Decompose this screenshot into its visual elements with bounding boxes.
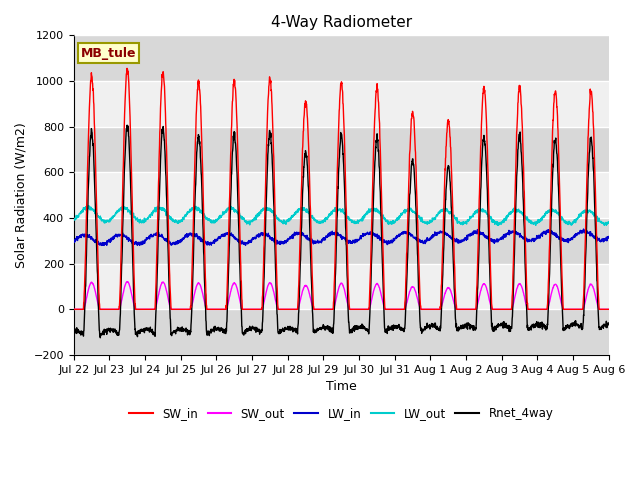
Bar — [74, 172, 609, 218]
LW_in — [369, 232, 376, 238]
LW_in — [558, 237, 566, 242]
SW_in — [124, 65, 131, 71]
Title: 4-Way Radiometer: 4-Way Radiometer — [271, 15, 412, 30]
LW_in — [497, 235, 504, 241]
SW_out — [369, 293, 376, 299]
Rnet_4way — [605, 320, 612, 326]
Legend: SW_in, SW_out, LW_in, LW_out, Rnet_4way: SW_in, SW_out, LW_in, LW_out, Rnet_4way — [125, 402, 558, 425]
Rnet_4way — [124, 122, 131, 128]
SW_in — [573, 306, 580, 312]
LW_out — [70, 216, 77, 222]
SW_out — [220, 306, 227, 312]
LW_out — [85, 203, 93, 208]
SW_out — [70, 306, 77, 312]
LW_in — [357, 235, 365, 240]
Line: LW_out: LW_out — [74, 205, 609, 226]
Line: Rnet_4way: Rnet_4way — [74, 125, 609, 338]
LW_in — [220, 234, 227, 240]
Bar — [74, 81, 609, 127]
Bar — [74, 127, 609, 172]
SW_in — [369, 191, 376, 196]
SW_out — [497, 306, 504, 312]
SW_out — [124, 279, 131, 285]
Rnet_4way — [220, 328, 227, 334]
Text: MB_tule: MB_tule — [81, 47, 136, 60]
Y-axis label: Solar Radiation (W/m2): Solar Radiation (W/m2) — [15, 122, 28, 268]
Rnet_4way — [70, 328, 77, 334]
Line: SW_in: SW_in — [74, 68, 609, 309]
SW_in — [605, 306, 612, 312]
SW_in — [70, 306, 77, 312]
SW_out — [357, 306, 365, 312]
SW_in — [558, 264, 566, 270]
LW_in — [605, 234, 612, 240]
Bar — [74, 218, 609, 264]
Rnet_4way — [558, 300, 566, 306]
Bar — [74, 309, 609, 355]
LW_in — [98, 242, 106, 248]
Line: SW_out: SW_out — [74, 282, 609, 309]
Line: LW_in: LW_in — [74, 229, 609, 245]
LW_out — [357, 217, 365, 223]
LW_out — [605, 220, 612, 226]
Rnet_4way — [357, 325, 365, 331]
LW_out — [220, 211, 227, 217]
LW_in — [573, 232, 580, 238]
SW_in — [220, 306, 227, 312]
Rnet_4way — [369, 222, 376, 228]
Rnet_4way — [497, 320, 505, 326]
LW_out — [369, 205, 376, 211]
Rnet_4way — [573, 321, 580, 327]
LW_out — [497, 219, 504, 225]
X-axis label: Time: Time — [326, 380, 356, 393]
Bar — [74, 264, 609, 309]
SW_out — [605, 306, 612, 312]
LW_out — [558, 214, 566, 220]
SW_in — [357, 306, 365, 312]
SW_out — [573, 306, 580, 312]
Rnet_4way — [97, 335, 104, 341]
Bar — [74, 36, 609, 81]
LW_in — [70, 238, 77, 243]
LW_out — [573, 216, 580, 222]
LW_in — [580, 226, 588, 232]
LW_out — [532, 223, 540, 228]
SW_out — [558, 301, 566, 307]
SW_in — [497, 306, 504, 312]
